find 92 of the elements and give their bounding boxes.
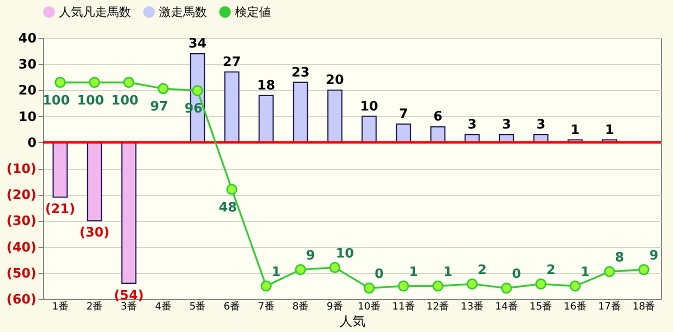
y-tick-label: 10 <box>18 110 36 125</box>
point <box>570 280 581 292</box>
y-tick-label: (10) <box>6 162 36 177</box>
point <box>329 262 340 274</box>
x-tick-label: 11番 <box>392 300 415 312</box>
y-tick-label: (60) <box>6 292 36 308</box>
bar <box>362 116 377 143</box>
bar <box>224 71 240 143</box>
data-label: 2 <box>478 262 487 278</box>
y-tick-label: (30) <box>6 214 36 230</box>
data-label: 100 <box>76 93 104 108</box>
x-tick-label: 2番 <box>86 300 103 312</box>
data-label: 97 <box>150 100 168 115</box>
data-label: 1 <box>604 122 614 138</box>
data-label: 27 <box>222 54 241 70</box>
point <box>89 76 100 88</box>
bar <box>292 82 308 143</box>
point <box>535 278 546 290</box>
y-tick-label: 20 <box>18 84 36 99</box>
x-axis-title: 人気 <box>340 314 366 330</box>
point <box>226 184 238 195</box>
x-tick-label: 12番 <box>426 300 450 312</box>
data-label: (21) <box>45 202 76 218</box>
x-tick-label: 1番 <box>52 300 68 312</box>
y-tick-label: 40 <box>18 32 36 46</box>
y-tick-label: (40) <box>6 240 36 256</box>
data-label: 9 <box>306 248 316 264</box>
data-label: 20 <box>326 73 344 88</box>
point <box>123 76 134 88</box>
bar <box>327 90 342 143</box>
data-label: 100 <box>111 93 138 108</box>
data-label: 1 <box>408 265 418 280</box>
data-label: 0 <box>374 267 384 282</box>
point <box>638 264 650 276</box>
data-label: 18 <box>257 78 276 94</box>
x-tick-label: 4番 <box>154 300 172 312</box>
x-tick-label: 14番 <box>495 300 518 312</box>
x-tick-label: 16番 <box>564 300 587 312</box>
data-label: 100 <box>42 93 70 108</box>
legend-label: 検定値 <box>235 5 271 19</box>
data-label: 8 <box>614 250 624 266</box>
data-label: 3 <box>502 118 512 133</box>
data-label: (30) <box>80 226 110 241</box>
point <box>192 85 203 96</box>
point <box>364 282 375 294</box>
point <box>260 280 272 292</box>
bar <box>52 142 68 198</box>
data-label: 1 <box>443 265 452 280</box>
data-label: 2 <box>546 262 556 278</box>
data-label: 1 <box>272 265 281 280</box>
bar <box>121 142 136 284</box>
point <box>432 280 444 292</box>
x-tick-label: 3番 <box>120 300 138 312</box>
x-tick-label: 18番 <box>632 300 656 312</box>
x-tick-label: 13番 <box>460 300 484 312</box>
point <box>54 76 66 88</box>
data-label: 3 <box>536 118 546 133</box>
bar <box>258 94 274 143</box>
legend-label: 人気凡走馬数 <box>59 5 131 19</box>
data-label: 1 <box>570 122 580 138</box>
x-tick-label: 15番 <box>529 300 552 312</box>
y-tick-label: (50) <box>6 266 36 282</box>
y-tick-label: 0 <box>27 136 36 151</box>
data-label: 23 <box>291 65 310 80</box>
point <box>604 266 615 278</box>
data-label: 34 <box>188 36 207 52</box>
y-tick-label: (20) <box>6 188 36 204</box>
x-tick-label: 10番 <box>358 300 381 312</box>
point <box>398 280 409 292</box>
point <box>295 264 306 276</box>
bar <box>86 142 102 222</box>
data-label: 9 <box>649 248 658 264</box>
x-tick-label: 6番 <box>224 300 240 312</box>
point <box>158 83 169 94</box>
y-tick-label: 30 <box>18 58 36 73</box>
data-label: 10 <box>360 99 378 114</box>
point <box>501 282 512 294</box>
x-tick-label: 8番 <box>292 300 309 312</box>
data-label: 3 <box>468 118 477 133</box>
data-label: 1 <box>580 265 590 280</box>
data-label: 7 <box>398 107 408 122</box>
x-tick-label: 7番 <box>258 300 274 312</box>
bar <box>430 126 446 143</box>
data-label: 48 <box>218 200 237 216</box>
x-tick-label: 5番 <box>189 300 206 312</box>
data-label: 10 <box>336 246 354 262</box>
data-label: 6 <box>433 110 442 125</box>
data-label: 0 <box>512 267 522 282</box>
legend-label: 激走馬数 <box>159 5 207 19</box>
x-tick-label: 17番 <box>598 300 621 312</box>
x-tick-label: 9番 <box>326 300 344 312</box>
point <box>466 278 478 290</box>
